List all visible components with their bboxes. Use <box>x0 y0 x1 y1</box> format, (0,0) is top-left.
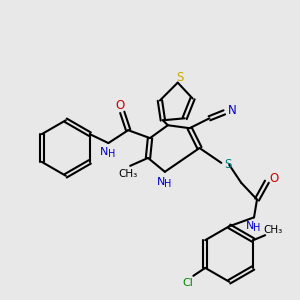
Text: H: H <box>164 179 172 189</box>
Text: S: S <box>225 158 232 171</box>
Text: O: O <box>116 99 125 112</box>
Text: O: O <box>269 172 278 185</box>
Text: N: N <box>157 177 165 187</box>
Text: N: N <box>228 104 237 117</box>
Text: N: N <box>100 147 109 157</box>
Text: N: N <box>246 221 254 231</box>
Text: H: H <box>253 223 261 233</box>
Text: S: S <box>176 71 183 84</box>
Text: CH₃: CH₃ <box>118 169 138 179</box>
Text: H: H <box>108 149 115 159</box>
Text: CH₃: CH₃ <box>263 225 283 235</box>
Text: Cl: Cl <box>182 278 193 288</box>
